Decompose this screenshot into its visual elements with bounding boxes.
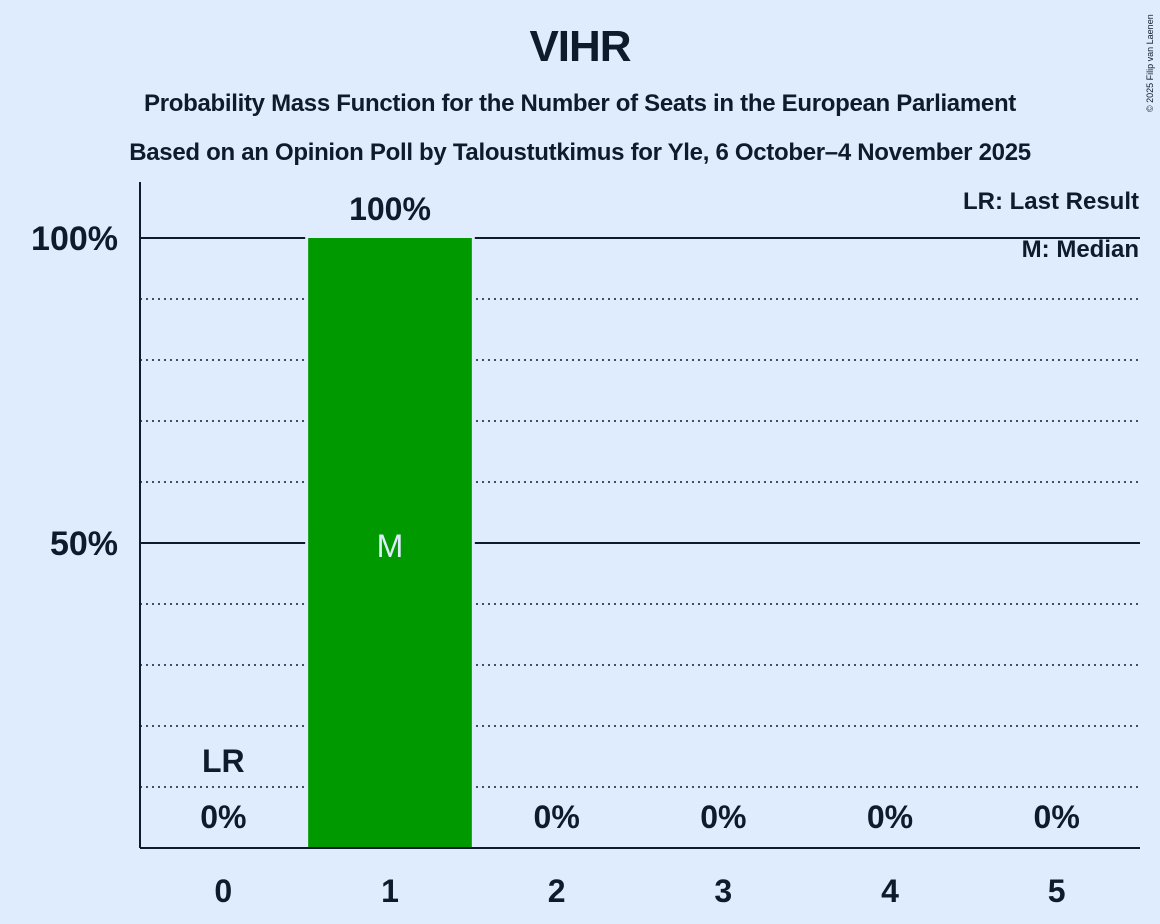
last-result-marker: LR <box>202 743 245 779</box>
bars <box>305 237 475 848</box>
x-tick-label: 3 <box>714 873 732 909</box>
x-tick-label: 5 <box>1048 873 1066 909</box>
chart-subtitle: Probability Mass Function for the Number… <box>143 90 1016 117</box>
x-tick-label: 4 <box>881 873 899 909</box>
legend-median: M: Median <box>1022 236 1139 263</box>
x-tick-label: 1 <box>381 873 399 909</box>
value-label: 0% <box>200 799 246 835</box>
chart-source: Based on an Opinion Poll by Taloustutkim… <box>129 139 1031 166</box>
x-tick-label: 2 <box>548 873 566 909</box>
x-tick-label: 0 <box>214 873 232 909</box>
median-marker: M <box>377 528 404 564</box>
x-axis-ticks: 0 1 2 3 4 5 <box>214 873 1065 909</box>
y-tick-label: 100% <box>31 220 118 258</box>
gridlines <box>140 237 1140 788</box>
value-label: 0% <box>1034 799 1080 835</box>
value-label: 0% <box>867 799 913 835</box>
chart-title: VIHR <box>529 22 631 71</box>
bar-1 <box>308 238 472 848</box>
value-label: 0% <box>534 799 580 835</box>
value-label: 0% <box>700 799 746 835</box>
annotations: LR M <box>202 528 403 779</box>
y-tick-label: 50% <box>50 525 118 563</box>
value-label: 100% <box>349 191 431 227</box>
y-axis-ticks: 50% 100% <box>31 220 118 563</box>
value-labels: 0% 100% 0% 0% 0% 0% <box>200 191 1080 835</box>
legend-last-result: LR: Last Result <box>963 188 1139 215</box>
